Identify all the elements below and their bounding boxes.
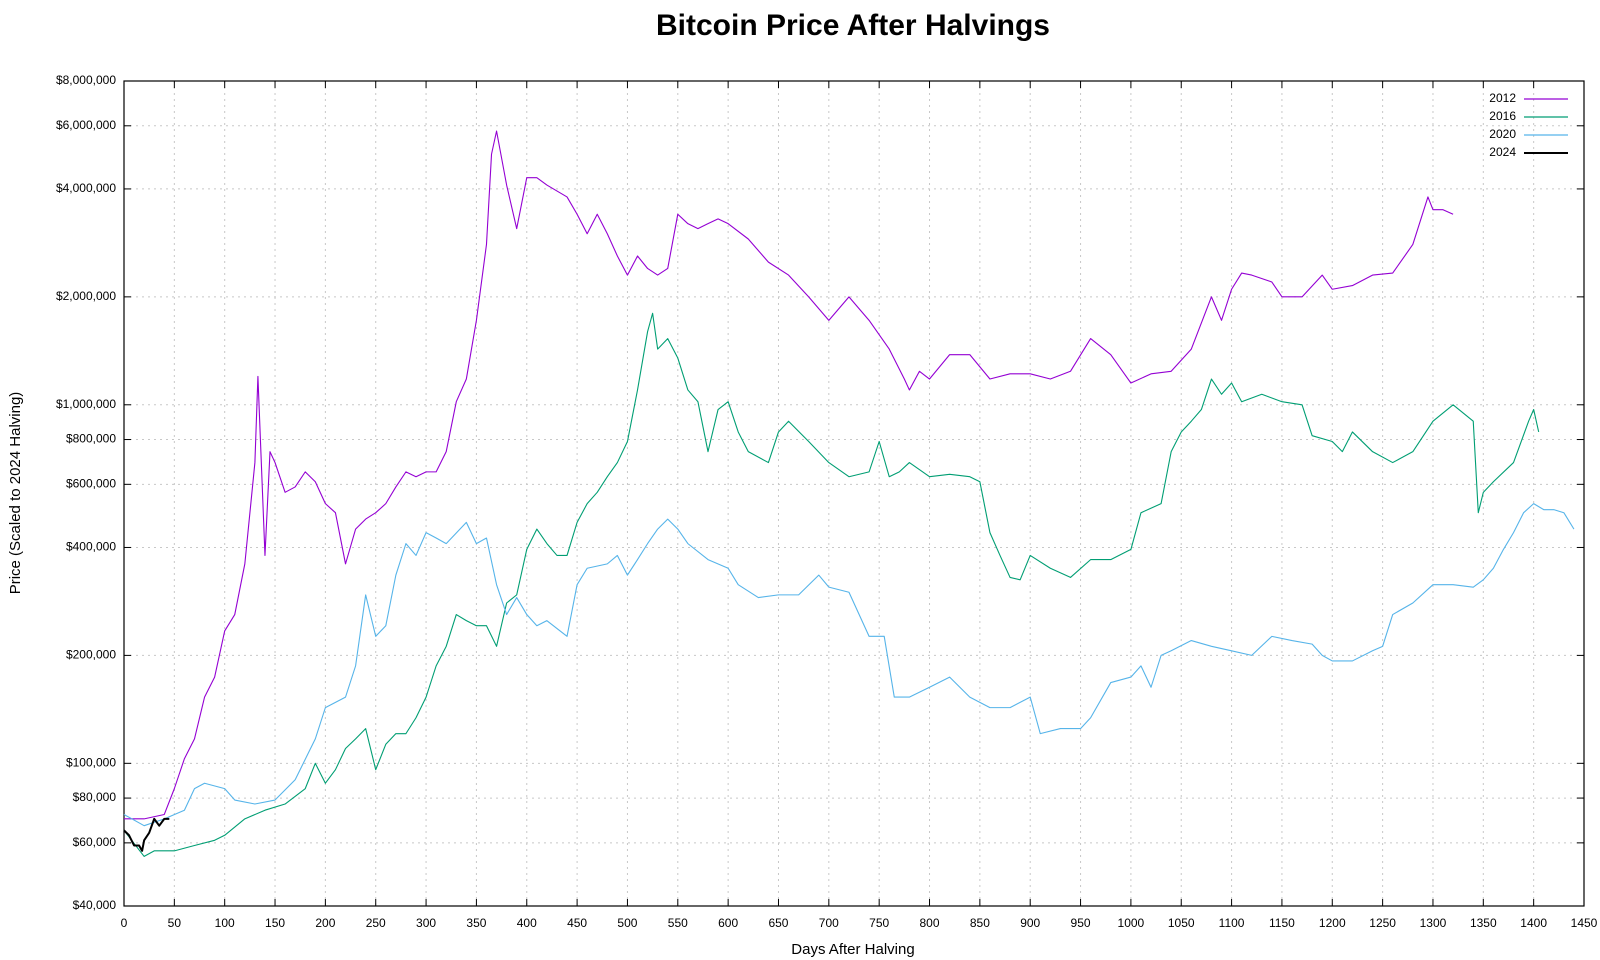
legend-label: 2016 — [1489, 109, 1516, 123]
x-tick-label: 0 — [121, 916, 128, 930]
x-tick-label: 1300 — [1420, 916, 1447, 930]
x-tick-label: 350 — [466, 916, 486, 930]
series-line — [123, 817, 170, 852]
x-tick-label: 900 — [1020, 916, 1040, 930]
x-tick-label: 150 — [265, 916, 285, 930]
series-line — [124, 130, 1454, 820]
y-tick-label: $400,000 — [66, 540, 116, 554]
y-tick-label: $2,000,000 — [56, 289, 116, 303]
x-tick-label: 950 — [1071, 916, 1091, 930]
chart-title: Bitcoin Price After Halvings — [656, 9, 1050, 42]
x-tick-label: 1400 — [1520, 916, 1547, 930]
y-tick-label: $80,000 — [73, 790, 117, 804]
x-tick-label: 1050 — [1168, 916, 1195, 930]
legend-label: 2024 — [1489, 145, 1516, 159]
y-axis-label: Price (Scaled to 2024 Halving) — [7, 392, 24, 595]
x-tick-label: 1350 — [1470, 916, 1497, 930]
x-tick-label: 300 — [416, 916, 436, 930]
x-tick-label: 1450 — [1571, 916, 1598, 930]
x-tick-label: 450 — [567, 916, 587, 930]
x-tick-label: 800 — [920, 916, 940, 930]
x-tick-label: 1100 — [1219, 916, 1245, 930]
y-tick-label: $800,000 — [66, 432, 116, 446]
series-line — [123, 503, 1575, 827]
y-tick-label: $4,000,000 — [56, 181, 116, 195]
x-tick-label: 1250 — [1369, 916, 1396, 930]
x-tick-label: 700 — [819, 916, 839, 930]
y-tick-label: $100,000 — [66, 755, 116, 769]
y-tick-label: $200,000 — [66, 648, 116, 662]
y-tick-label: $60,000 — [73, 835, 117, 849]
x-tick-label: 1000 — [1118, 916, 1145, 930]
x-tick-label: 50 — [168, 916, 182, 930]
x-tick-label: 600 — [718, 916, 738, 930]
plot-frame — [123, 80, 1585, 907]
x-tick-label: 550 — [668, 916, 688, 930]
x-tick-label: 1150 — [1269, 916, 1295, 930]
series-line — [123, 312, 1540, 857]
x-tick-label: 850 — [970, 916, 990, 930]
y-tick-label: $40,000 — [73, 898, 117, 912]
x-axis-label: Days After Halving — [791, 941, 914, 958]
y-tick-label: $1,000,000 — [56, 397, 116, 411]
x-tick-label: 400 — [517, 916, 537, 930]
y-tick-label: $600,000 — [66, 477, 116, 491]
y-tick-label: $8,000,000 — [56, 73, 116, 87]
legend-label: 2012 — [1489, 91, 1516, 105]
legend-label: 2020 — [1489, 127, 1516, 141]
x-tick-label: 200 — [315, 916, 335, 930]
x-tick-label: 500 — [617, 916, 637, 930]
x-tick-label: 100 — [215, 916, 235, 930]
y-tick-label: $6,000,000 — [56, 118, 116, 132]
x-tick-label: 1200 — [1319, 916, 1346, 930]
x-tick-label: 250 — [366, 916, 386, 930]
x-tick-label: 650 — [768, 916, 788, 930]
x-tick-label: 750 — [869, 916, 889, 930]
